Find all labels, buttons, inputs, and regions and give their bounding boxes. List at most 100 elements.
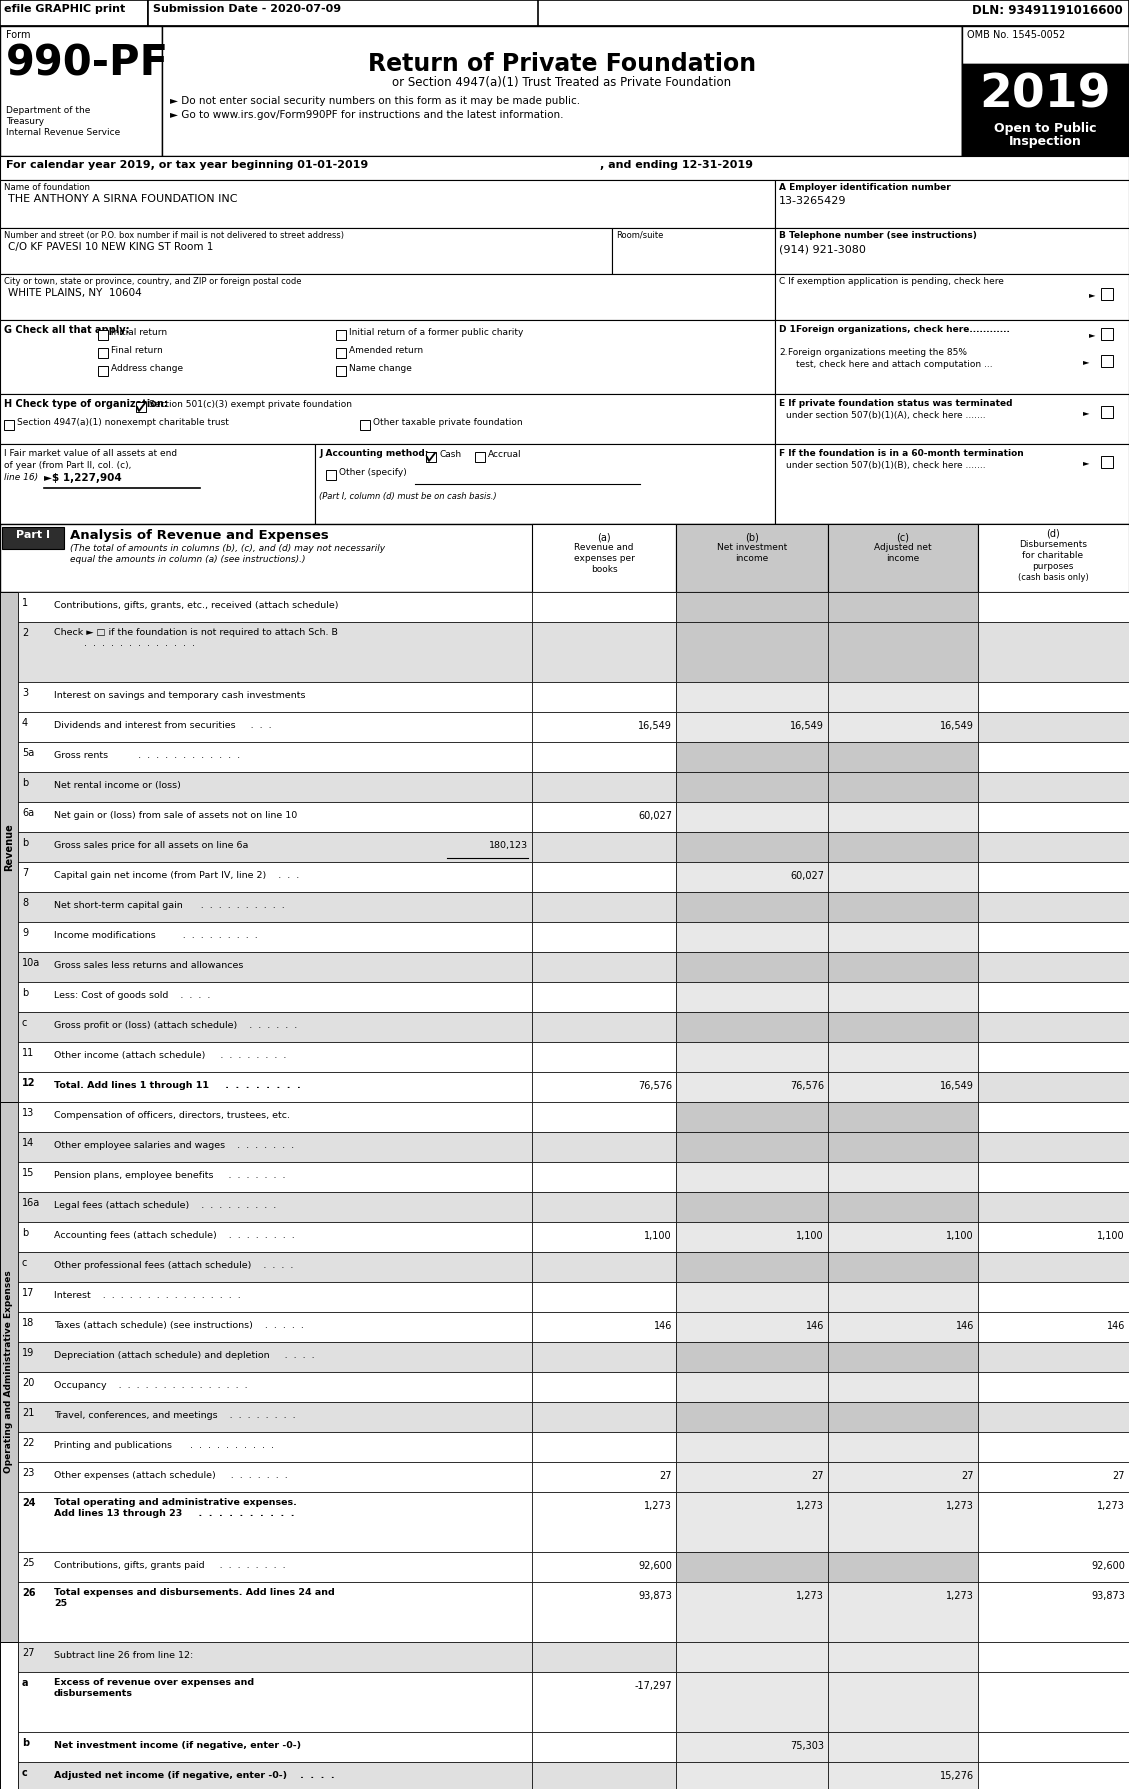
Text: Gross profit or (loss) (attach schedule)    .  .  .  .  .  .: Gross profit or (loss) (attach schedule)… — [54, 1022, 297, 1030]
Text: 60,027: 60,027 — [790, 871, 824, 880]
Text: line 16): line 16) — [5, 472, 38, 481]
Text: b: b — [21, 1227, 28, 1238]
Text: Other taxable private foundation: Other taxable private foundation — [373, 419, 523, 428]
Bar — [532, 801, 676, 832]
Bar — [978, 1762, 1129, 1789]
Text: 92,600: 92,600 — [1091, 1562, 1124, 1571]
Bar — [978, 1013, 1129, 1041]
Bar — [676, 1403, 828, 1431]
Bar — [676, 1191, 828, 1222]
Text: Pension plans, employee benefits     .  .  .  .  .  .  .: Pension plans, employee benefits . . . .… — [54, 1172, 286, 1181]
Bar — [18, 921, 532, 952]
Bar — [774, 227, 1129, 274]
Text: Number and street (or P.O. box number if mail is not delivered to street address: Number and street (or P.O. box number if… — [5, 231, 344, 240]
Text: 3: 3 — [21, 689, 28, 698]
Bar — [676, 921, 828, 952]
Text: 93,873: 93,873 — [638, 1590, 672, 1601]
Bar — [475, 453, 485, 462]
Text: Form: Form — [6, 30, 30, 39]
Text: 13: 13 — [21, 1107, 34, 1118]
Bar — [0, 444, 315, 524]
Text: income: income — [735, 555, 769, 564]
Bar — [18, 1403, 532, 1431]
Bar — [18, 1732, 532, 1762]
Bar — [18, 742, 532, 773]
Bar — [828, 1311, 978, 1342]
Text: Name of foundation: Name of foundation — [5, 182, 90, 191]
Bar — [828, 1252, 978, 1283]
Bar — [828, 921, 978, 952]
Bar — [532, 1252, 676, 1283]
Text: 26: 26 — [21, 1589, 35, 1598]
Text: for charitable: for charitable — [1023, 551, 1084, 560]
Bar — [978, 524, 1129, 592]
Bar — [978, 1431, 1129, 1462]
Bar — [978, 623, 1129, 682]
Text: 1,273: 1,273 — [946, 1590, 974, 1601]
Text: 13-3265429: 13-3265429 — [779, 197, 847, 206]
Bar — [978, 1072, 1129, 1102]
Text: c: c — [21, 1768, 28, 1778]
Bar — [828, 982, 978, 1013]
Bar — [18, 682, 532, 712]
Bar — [336, 329, 345, 340]
Text: -17,297: -17,297 — [634, 1682, 672, 1691]
Bar — [962, 27, 1129, 64]
Bar — [0, 524, 1129, 592]
Text: equal the amounts in column (a) (see instructions).): equal the amounts in column (a) (see ins… — [70, 555, 306, 564]
Text: disbursements: disbursements — [54, 1689, 133, 1698]
Text: Disbursements: Disbursements — [1019, 540, 1087, 549]
Bar — [18, 1492, 532, 1553]
Bar — [828, 773, 978, 801]
Bar — [532, 1492, 676, 1553]
Bar — [676, 1102, 828, 1132]
Bar — [532, 1553, 676, 1581]
Text: 1,273: 1,273 — [645, 1501, 672, 1512]
Text: 990-PF: 990-PF — [6, 41, 169, 84]
Bar — [676, 712, 828, 742]
Bar — [532, 1581, 676, 1642]
Bar — [978, 1642, 1129, 1673]
Text: 15: 15 — [21, 1168, 34, 1177]
Bar — [774, 394, 1129, 444]
Text: ►$ 1,227,904: ►$ 1,227,904 — [44, 472, 122, 483]
Text: Subtract line 26 from line 12:: Subtract line 26 from line 12: — [54, 1651, 193, 1660]
Bar — [978, 1673, 1129, 1732]
Bar — [18, 952, 532, 982]
Bar — [978, 1252, 1129, 1283]
Text: Adjusted net: Adjusted net — [874, 544, 931, 553]
Bar — [5, 420, 14, 429]
Bar — [676, 952, 828, 982]
Bar — [828, 1041, 978, 1072]
Bar — [978, 712, 1129, 742]
Bar — [161, 27, 962, 156]
Text: Internal Revenue Service: Internal Revenue Service — [6, 129, 121, 138]
Text: Occupancy    .  .  .  .  .  .  .  .  .  .  .  .  .  .  .: Occupancy . . . . . . . . . . . . . . . — [54, 1381, 247, 1390]
Text: 146: 146 — [806, 1320, 824, 1331]
Bar — [532, 682, 676, 712]
Text: DLN: 93491191016600: DLN: 93491191016600 — [972, 4, 1123, 18]
Bar — [532, 1732, 676, 1762]
Text: F If the foundation is in a 60-month termination: F If the foundation is in a 60-month ter… — [779, 449, 1024, 458]
Bar — [828, 1132, 978, 1163]
Text: Gross rents          .  .  .  .  .  .  .  .  .  .  .  .: Gross rents . . . . . . . . . . . . — [54, 751, 240, 760]
Bar — [148, 0, 539, 27]
Bar — [676, 1642, 828, 1673]
Bar — [828, 1072, 978, 1102]
Text: ►: ► — [1089, 290, 1095, 299]
Text: ► Go to www.irs.gov/Form990PF for instructions and the latest information.: ► Go to www.irs.gov/Form990PF for instru… — [170, 109, 563, 120]
Bar — [0, 0, 1129, 27]
Bar — [532, 921, 676, 952]
Text: 1,273: 1,273 — [796, 1590, 824, 1601]
Bar — [532, 982, 676, 1013]
Text: 92,600: 92,600 — [638, 1562, 672, 1571]
Bar — [676, 742, 828, 773]
Bar — [18, 1191, 532, 1222]
Bar — [978, 682, 1129, 712]
Bar — [774, 274, 1129, 320]
Bar — [676, 623, 828, 682]
Bar — [676, 1462, 828, 1492]
Text: 2.: 2. — [779, 349, 788, 358]
Bar — [828, 1403, 978, 1431]
Bar — [978, 742, 1129, 773]
